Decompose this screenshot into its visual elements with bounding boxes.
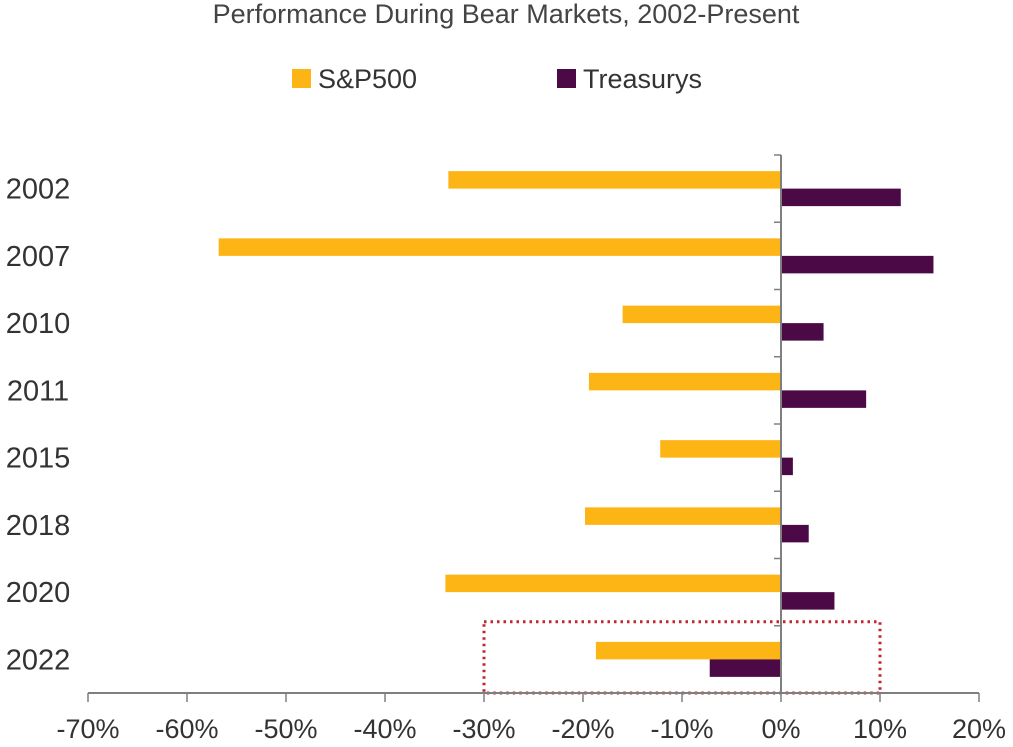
bar-treasurys-2022 <box>709 659 781 677</box>
legend-label-sp500: S&P500 <box>318 64 417 94</box>
bar-treasurys-2011 <box>781 390 867 408</box>
bar-sp500-2011 <box>588 372 781 391</box>
category-label-2002: 2002 <box>6 174 71 206</box>
bar-treasurys-2007 <box>781 255 934 274</box>
category-label-2018: 2018 <box>6 510 71 542</box>
bar-treasurys-2015 <box>781 457 793 476</box>
bars <box>218 171 934 677</box>
bar-treasurys-2010 <box>781 323 824 341</box>
category-label-2015: 2015 <box>6 443 71 475</box>
bar-sp500-2020 <box>445 574 781 593</box>
bar-treasurys-2018 <box>781 524 809 543</box>
x-tick-label: -30% <box>452 714 515 744</box>
legend-swatch-treasurys <box>557 69 576 88</box>
x-tick-label: 10% <box>853 714 907 744</box>
x-tick-label: 0% <box>761 714 800 744</box>
bar-sp500-2015 <box>660 440 781 458</box>
bar-treasurys-2020 <box>781 592 835 610</box>
bar-treasurys-2002 <box>781 188 901 207</box>
x-tick-label: -50% <box>254 714 317 744</box>
bar-sp500-2018 <box>584 507 781 525</box>
category-label-2011: 2011 <box>7 375 69 407</box>
category-label-2020: 2020 <box>6 577 71 609</box>
x-tick-label: -20% <box>551 714 614 744</box>
category-labels: 2002 2007 2010 2011 2015 2018 2020 2022 <box>6 174 71 677</box>
bar-sp500-2022 <box>595 641 781 660</box>
x-tick-label: 20% <box>952 714 1006 744</box>
x-tick-label: -60% <box>155 714 218 744</box>
legend-label-treasurys: Treasurys <box>583 64 702 94</box>
axes <box>87 154 980 702</box>
bar-sp500-2007 <box>218 238 781 256</box>
category-label-2010: 2010 <box>6 308 71 340</box>
x-tick-label: -10% <box>650 714 713 744</box>
chart-title: Performance During Bear Markets, 2002-Pr… <box>213 0 800 29</box>
x-tick-label: -70% <box>56 714 119 744</box>
x-tick-labels: -70% -60% -50% -40% -30% -20% -10% 0% 10% 20% <box>56 714 1006 744</box>
bar-sp500-2010 <box>622 305 781 324</box>
legend: S&P500 Treasurys <box>292 64 702 94</box>
category-label-2007: 2007 <box>6 241 71 273</box>
x-tick-label: -40% <box>353 714 416 744</box>
bar-sp500-2002 <box>448 171 781 189</box>
legend-swatch-sp500 <box>292 69 311 88</box>
category-label-2022: 2022 <box>6 644 71 676</box>
